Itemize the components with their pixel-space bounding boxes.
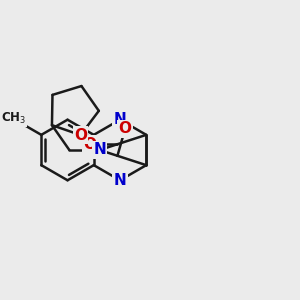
Text: O: O [83,137,96,152]
Text: O: O [118,122,132,136]
Text: CH$_3$: CH$_3$ [1,111,26,126]
Text: N: N [93,142,106,158]
Text: O: O [74,128,87,142]
Text: N: N [114,173,126,188]
Text: N: N [114,112,126,127]
